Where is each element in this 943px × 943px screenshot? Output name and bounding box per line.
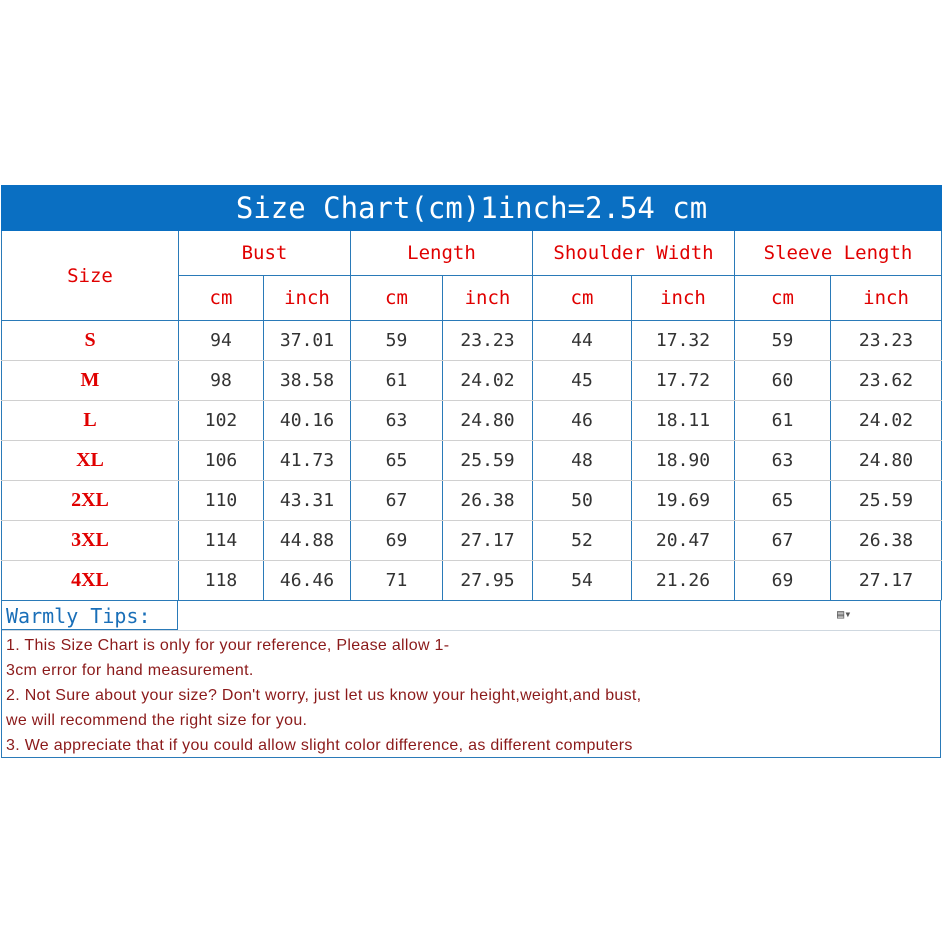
measurement-cell: 25.59 (829, 480, 943, 521)
measurement-cell: 23.23 (442, 320, 533, 361)
measurement-cell: 18.90 (631, 440, 735, 481)
measurement-cell: 63 (734, 440, 831, 481)
measurement-cell: 52 (532, 520, 632, 561)
measurement-cell: 59 (734, 320, 831, 361)
measurement-cell: 61 (734, 400, 831, 441)
size-header: Size (1, 230, 179, 321)
unit-header: inch (442, 275, 533, 321)
tips-title: Warmly Tips: (2, 601, 178, 630)
sleeve-length-header: Sleeve Length (733, 230, 943, 276)
table-row: XL 106 41.73 65 25.59 48 18.90 63 24.80 (1, 440, 943, 481)
measurement-cell: 23.62 (829, 360, 943, 401)
measurement-cell: 65 (734, 480, 831, 521)
bust-header: Bust (178, 230, 351, 276)
measurement-cell: 21.26 (631, 560, 735, 601)
tips-body: 1. This Size Chart is only for your refe… (6, 633, 641, 758)
measurement-cell: 17.72 (631, 360, 735, 401)
table-row: L 102 40.16 63 24.80 46 18.11 61 24.02 (1, 400, 943, 441)
size-label: L (1, 400, 179, 441)
shoulder-width-header: Shoulder Width (532, 230, 735, 276)
measurement-cell: 50 (532, 480, 632, 521)
paste-options-icon[interactable]: ▤▾ (837, 607, 852, 621)
size-label: M (1, 360, 179, 401)
unit-header: inch (263, 275, 351, 321)
measurement-cell: 69 (350, 520, 443, 561)
measurement-cell: 98 (178, 360, 264, 401)
measurement-cell: 19.69 (631, 480, 735, 521)
table-row: M 98 38.58 61 24.02 45 17.72 60 23.62 (1, 360, 943, 401)
measurement-cell: 114 (178, 520, 264, 561)
measurement-cell: 102 (178, 400, 264, 441)
measurement-cell: 46.46 (263, 560, 351, 601)
table-row: 3XL 114 44.88 69 27.17 52 20.47 67 26.38 (1, 520, 943, 561)
measurement-cell: 54 (532, 560, 632, 601)
table-row: S 94 37.01 59 23.23 44 17.32 59 23.23 (1, 320, 943, 361)
measurement-cell: 40.16 (263, 400, 351, 441)
measurement-cell: 65 (350, 440, 443, 481)
size-label: S (1, 320, 179, 361)
tips-section: Warmly Tips: ▤▾ 1. This Size Chart is on… (1, 600, 941, 758)
size-chart: Size Chart(cm)1inch=2.54 cm Size Bust Le… (0, 185, 943, 601)
unit-header: cm (734, 275, 831, 321)
measurement-cell: 20.47 (631, 520, 735, 561)
measurement-cell: 106 (178, 440, 264, 481)
measurement-cell: 18.11 (631, 400, 735, 441)
measurement-cell: 69 (734, 560, 831, 601)
measurement-cell: 24.02 (829, 400, 943, 441)
size-label: XL (1, 440, 179, 481)
measurement-cell: 67 (350, 480, 443, 521)
measurement-cell: 110 (178, 480, 264, 521)
measurement-cell: 118 (178, 560, 264, 601)
unit-header: inch (829, 275, 943, 321)
measurement-cell: 24.80 (442, 400, 533, 441)
measurement-cell: 61 (350, 360, 443, 401)
measurement-cell: 45 (532, 360, 632, 401)
unit-header: inch (631, 275, 735, 321)
length-header: Length (350, 230, 533, 276)
measurement-cell: 94 (178, 320, 264, 361)
measurement-cell: 59 (350, 320, 443, 361)
tip-line: 3cm error for hand measurement. (6, 662, 254, 679)
measurement-cell: 27.17 (442, 520, 533, 561)
measurement-cell: 26.38 (829, 520, 943, 561)
measurement-cell: 24.80 (829, 440, 943, 481)
size-label: 4XL (1, 560, 179, 601)
tip-line: 3. We appreciate that if you could allow… (6, 737, 633, 754)
measurement-cell: 67 (734, 520, 831, 561)
measurement-cell: 46 (532, 400, 632, 441)
measurement-cell: 38.58 (263, 360, 351, 401)
table-row: 2XL 110 43.31 67 26.38 50 19.69 65 25.59 (1, 480, 943, 521)
measurement-cell: 44.88 (263, 520, 351, 561)
unit-header: cm (532, 275, 632, 321)
measurement-cell: 41.73 (263, 440, 351, 481)
table-row: 4XL 118 46.46 71 27.95 54 21.26 69 27.17 (1, 560, 943, 601)
unit-header: cm (350, 275, 443, 321)
measurement-cell: 27.95 (442, 560, 533, 601)
measurement-cell: 43.31 (263, 480, 351, 521)
measurement-cell: 23.23 (829, 320, 943, 361)
chart-title: Size Chart(cm)1inch=2.54 cm (0, 185, 943, 231)
measurement-cell: 26.38 (442, 480, 533, 521)
measurement-cell: 48 (532, 440, 632, 481)
unit-header: cm (178, 275, 264, 321)
size-label: 3XL (1, 520, 179, 561)
measurement-cell: 63 (350, 400, 443, 441)
measurement-cell: 24.02 (442, 360, 533, 401)
measurement-cell: 37.01 (263, 320, 351, 361)
measurement-cell: 60 (734, 360, 831, 401)
measurement-cell: 71 (350, 560, 443, 601)
tip-line: 1. This Size Chart is only for your refe… (6, 637, 450, 654)
size-label: 2XL (1, 480, 179, 521)
measurement-cell: 27.17 (829, 560, 943, 601)
divider (2, 630, 940, 631)
measurement-cell: 44 (532, 320, 632, 361)
tip-line: 2. Not Sure about your size? Don't worry… (6, 687, 642, 704)
measurement-cell: 17.32 (631, 320, 735, 361)
measurement-cell: 25.59 (442, 440, 533, 481)
tip-line: we will recommend the right size for you… (6, 712, 308, 729)
